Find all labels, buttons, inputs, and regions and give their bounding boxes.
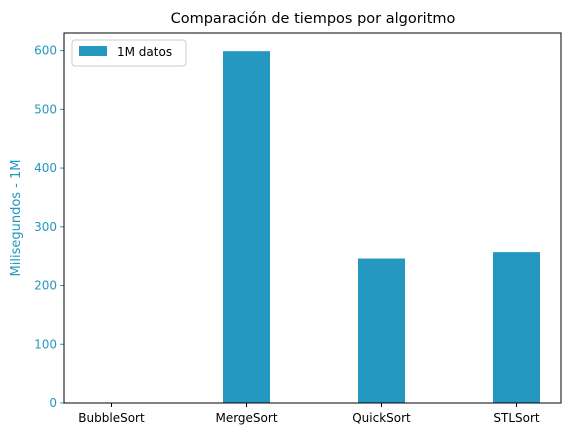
x-tick-label: QuickSort [352,411,411,425]
y-tick-label: 200 [34,279,57,293]
y-tick-label: 0 [49,396,57,410]
legend-label: 1M datos [117,45,172,59]
bar-mergesort [223,51,270,403]
y-axis-label: Milisegundos - 1M [9,160,24,277]
y-tick-label: 100 [34,337,57,351]
legend: 1M datos [71,39,187,67]
y-tick-label: 400 [34,161,57,175]
x-axis: BubbleSort MergeSort QuickSort STLSort [78,403,540,425]
plot-frame [63,32,562,404]
y-tick-label: 500 [34,102,57,116]
x-tick-label: MergeSort [215,411,277,425]
bar-quicksort [358,258,405,403]
y-tick-label: 300 [34,220,57,234]
x-tick-label: STLSort [493,411,540,425]
legend-swatch [79,46,107,56]
x-tick-label: BubbleSort [78,411,145,425]
y-tick-label: 600 [34,44,57,58]
bars-layer [223,51,540,403]
bar-stlsort [493,252,540,403]
chart-title: Comparación de tiempos por algoritmo [171,11,456,27]
y-axis: 0 100 200 300 400 500 600 [34,44,64,410]
